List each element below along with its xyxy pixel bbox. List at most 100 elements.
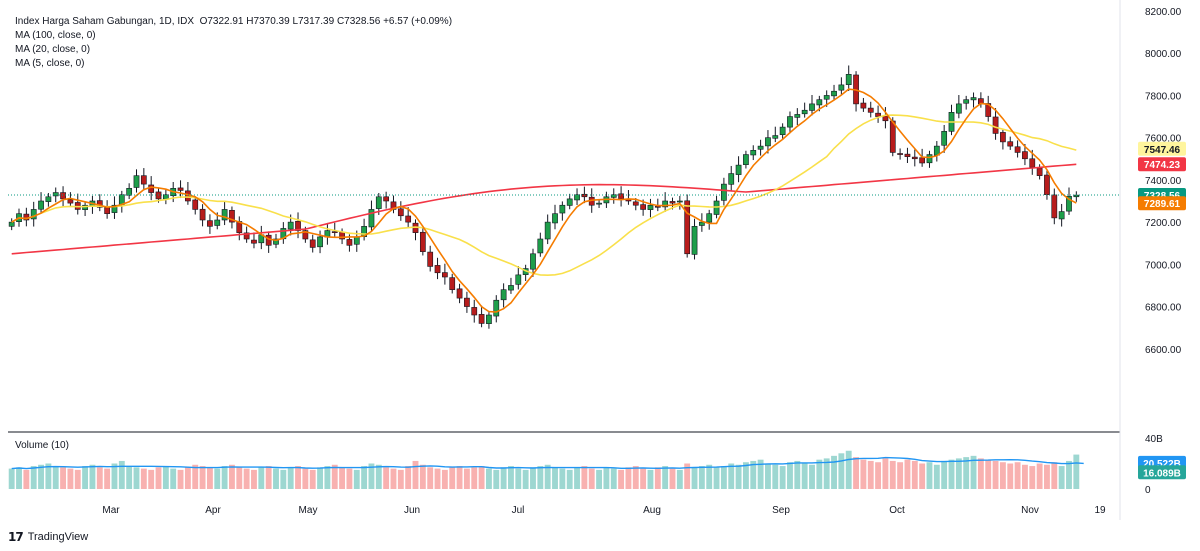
candle-body bbox=[434, 265, 441, 274]
x-tick-label: Sep bbox=[772, 505, 790, 516]
volume-last-label: 16.089B bbox=[1143, 468, 1181, 479]
volume-bar bbox=[280, 469, 287, 489]
candle-body bbox=[765, 137, 771, 147]
volume-bar bbox=[434, 468, 441, 489]
candle-body bbox=[427, 251, 434, 267]
volume-tick-label: 40B bbox=[1145, 434, 1163, 445]
candle-body bbox=[845, 74, 852, 85]
candle-body bbox=[493, 299, 500, 317]
candle-body bbox=[985, 103, 992, 117]
volume-bar bbox=[618, 469, 625, 489]
candle-body bbox=[1044, 174, 1050, 195]
candle-body bbox=[552, 213, 558, 224]
tradingview-logo[interactable]: 𝟭𝟳 TradingView bbox=[8, 530, 88, 544]
candle-body bbox=[8, 221, 15, 227]
volume-bar bbox=[926, 462, 933, 489]
ma100-price-label-bg bbox=[1138, 157, 1186, 172]
candle-body bbox=[82, 204, 88, 210]
volume-bar bbox=[559, 468, 566, 489]
volume-bar bbox=[243, 468, 250, 489]
tradingview-icon: 𝟭𝟳 bbox=[8, 530, 24, 544]
volume-bar bbox=[74, 469, 81, 489]
volume-bar bbox=[177, 469, 184, 489]
x-tick-label: 19 bbox=[1094, 505, 1106, 516]
volume-bar bbox=[199, 466, 206, 489]
candle-body bbox=[265, 234, 272, 246]
candle-body bbox=[676, 200, 683, 203]
volume-bar bbox=[317, 467, 323, 489]
ohlc-change: +6.57 (+0.09%) bbox=[383, 16, 453, 27]
candle-body bbox=[787, 116, 793, 128]
candle-body bbox=[295, 220, 301, 231]
volume-last-label-bg bbox=[1138, 465, 1186, 480]
candle-body bbox=[148, 184, 155, 193]
y-tick-label: 7600.00 bbox=[1145, 134, 1182, 145]
volume-bar bbox=[82, 466, 89, 489]
candle-body bbox=[464, 297, 470, 307]
candle-body bbox=[669, 201, 676, 204]
volume-bar bbox=[331, 464, 338, 489]
ma100-legend[interactable]: MA (100, close, 0) bbox=[15, 30, 96, 41]
volume-bar bbox=[412, 460, 419, 489]
candle-body bbox=[647, 204, 654, 210]
volume-bar bbox=[1036, 463, 1043, 489]
volume-bar bbox=[140, 468, 147, 489]
x-tick-label: Oct bbox=[889, 505, 905, 516]
candle-body bbox=[383, 196, 390, 202]
candle-body bbox=[38, 200, 44, 210]
volume-bar bbox=[251, 469, 257, 489]
y-tick-label: 8000.00 bbox=[1145, 49, 1182, 60]
volume-bar bbox=[596, 469, 603, 489]
volume-bar bbox=[698, 466, 705, 489]
volume-bar bbox=[845, 450, 852, 489]
volume-bar bbox=[933, 464, 940, 489]
candle-body bbox=[199, 208, 206, 221]
candle-body bbox=[860, 102, 867, 109]
volume-legend[interactable]: Volume (10) bbox=[15, 440, 69, 451]
volume-bar bbox=[500, 467, 507, 489]
candle-body bbox=[104, 207, 110, 214]
symbol-name: Index Harga Saham Gabungan, 1D, IDX bbox=[15, 16, 194, 27]
volume-bar bbox=[111, 463, 118, 489]
volume-bar bbox=[221, 466, 228, 489]
volume-bar bbox=[640, 468, 647, 489]
candle-body bbox=[882, 115, 889, 122]
candle-body bbox=[471, 307, 478, 316]
volume-bar bbox=[339, 467, 346, 489]
volume-bar bbox=[669, 468, 676, 489]
ma5-line bbox=[11, 88, 1077, 313]
y-tick-label: 6600.00 bbox=[1145, 345, 1182, 356]
candle-body bbox=[126, 188, 133, 196]
x-tick-label: Apr bbox=[205, 505, 221, 516]
volume-bar bbox=[610, 468, 617, 489]
candle-body bbox=[581, 193, 588, 198]
ma20-legend[interactable]: MA (20, close, 0) bbox=[15, 44, 91, 55]
candle-body bbox=[405, 215, 412, 223]
candle-body bbox=[559, 204, 566, 214]
candle-body bbox=[30, 209, 37, 220]
candle-body bbox=[1058, 211, 1065, 220]
volume-bar bbox=[1051, 462, 1058, 489]
candle-body bbox=[831, 90, 837, 97]
volume-bar bbox=[485, 468, 492, 489]
volume-bar bbox=[1021, 464, 1028, 489]
volume-bar bbox=[544, 464, 551, 489]
candle-body bbox=[684, 200, 691, 255]
volume-bar bbox=[574, 467, 580, 489]
volume-bar bbox=[302, 468, 309, 489]
volume-bar bbox=[419, 464, 426, 489]
volume-bar bbox=[353, 469, 360, 489]
candle-body bbox=[544, 221, 551, 240]
candle-body bbox=[618, 193, 624, 200]
volume-bar bbox=[515, 468, 522, 489]
volume-bar bbox=[860, 459, 867, 489]
ma5-legend[interactable]: MA (5, close, 0) bbox=[15, 58, 85, 69]
volume-bar bbox=[449, 467, 456, 489]
candle-body bbox=[757, 145, 764, 150]
volume-bar bbox=[126, 466, 133, 489]
volume-bar bbox=[38, 464, 44, 489]
candle-body bbox=[691, 226, 698, 255]
candle-body bbox=[801, 109, 808, 115]
volume-ma-line bbox=[11, 456, 1084, 470]
